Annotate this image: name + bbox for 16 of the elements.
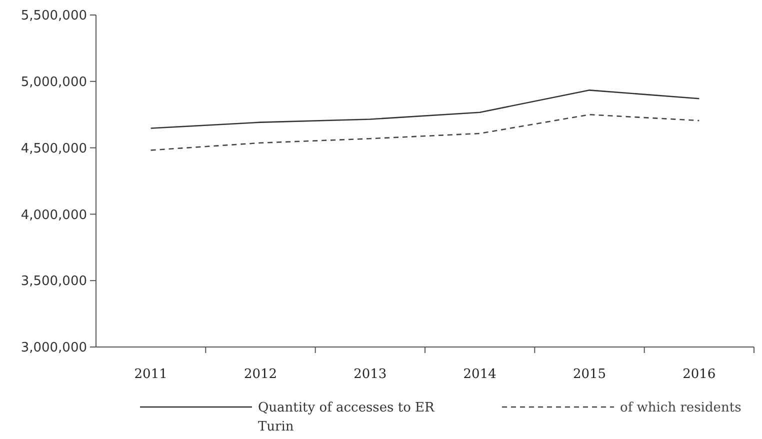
- y-tick-label: 4,000,000: [20, 208, 87, 223]
- y-tick-label: 3,000,000: [20, 340, 87, 356]
- text: of which residents: [620, 400, 742, 416]
- x-tick-label: 2011: [134, 367, 168, 382]
- y-tick-label: 4,500,000: [20, 141, 87, 156]
- y-tick-label: 3,500,000: [20, 274, 87, 290]
- y-tick-label: 5,000,000: [20, 74, 87, 90]
- x-tick-label: 2015: [572, 367, 606, 382]
- line-series: [150, 114, 700, 151]
- y-tick-label: 5,500,000: [20, 8, 87, 24]
- x-tick-label: 2016: [682, 367, 716, 382]
- x-tick-label: 2013: [354, 367, 387, 382]
- x-tick-label: 2014: [463, 367, 496, 382]
- x-tick-label: 2012: [244, 367, 278, 382]
- text: Quantity of accesses to ER Turin: [258, 400, 436, 434]
- line-series: [150, 90, 700, 129]
